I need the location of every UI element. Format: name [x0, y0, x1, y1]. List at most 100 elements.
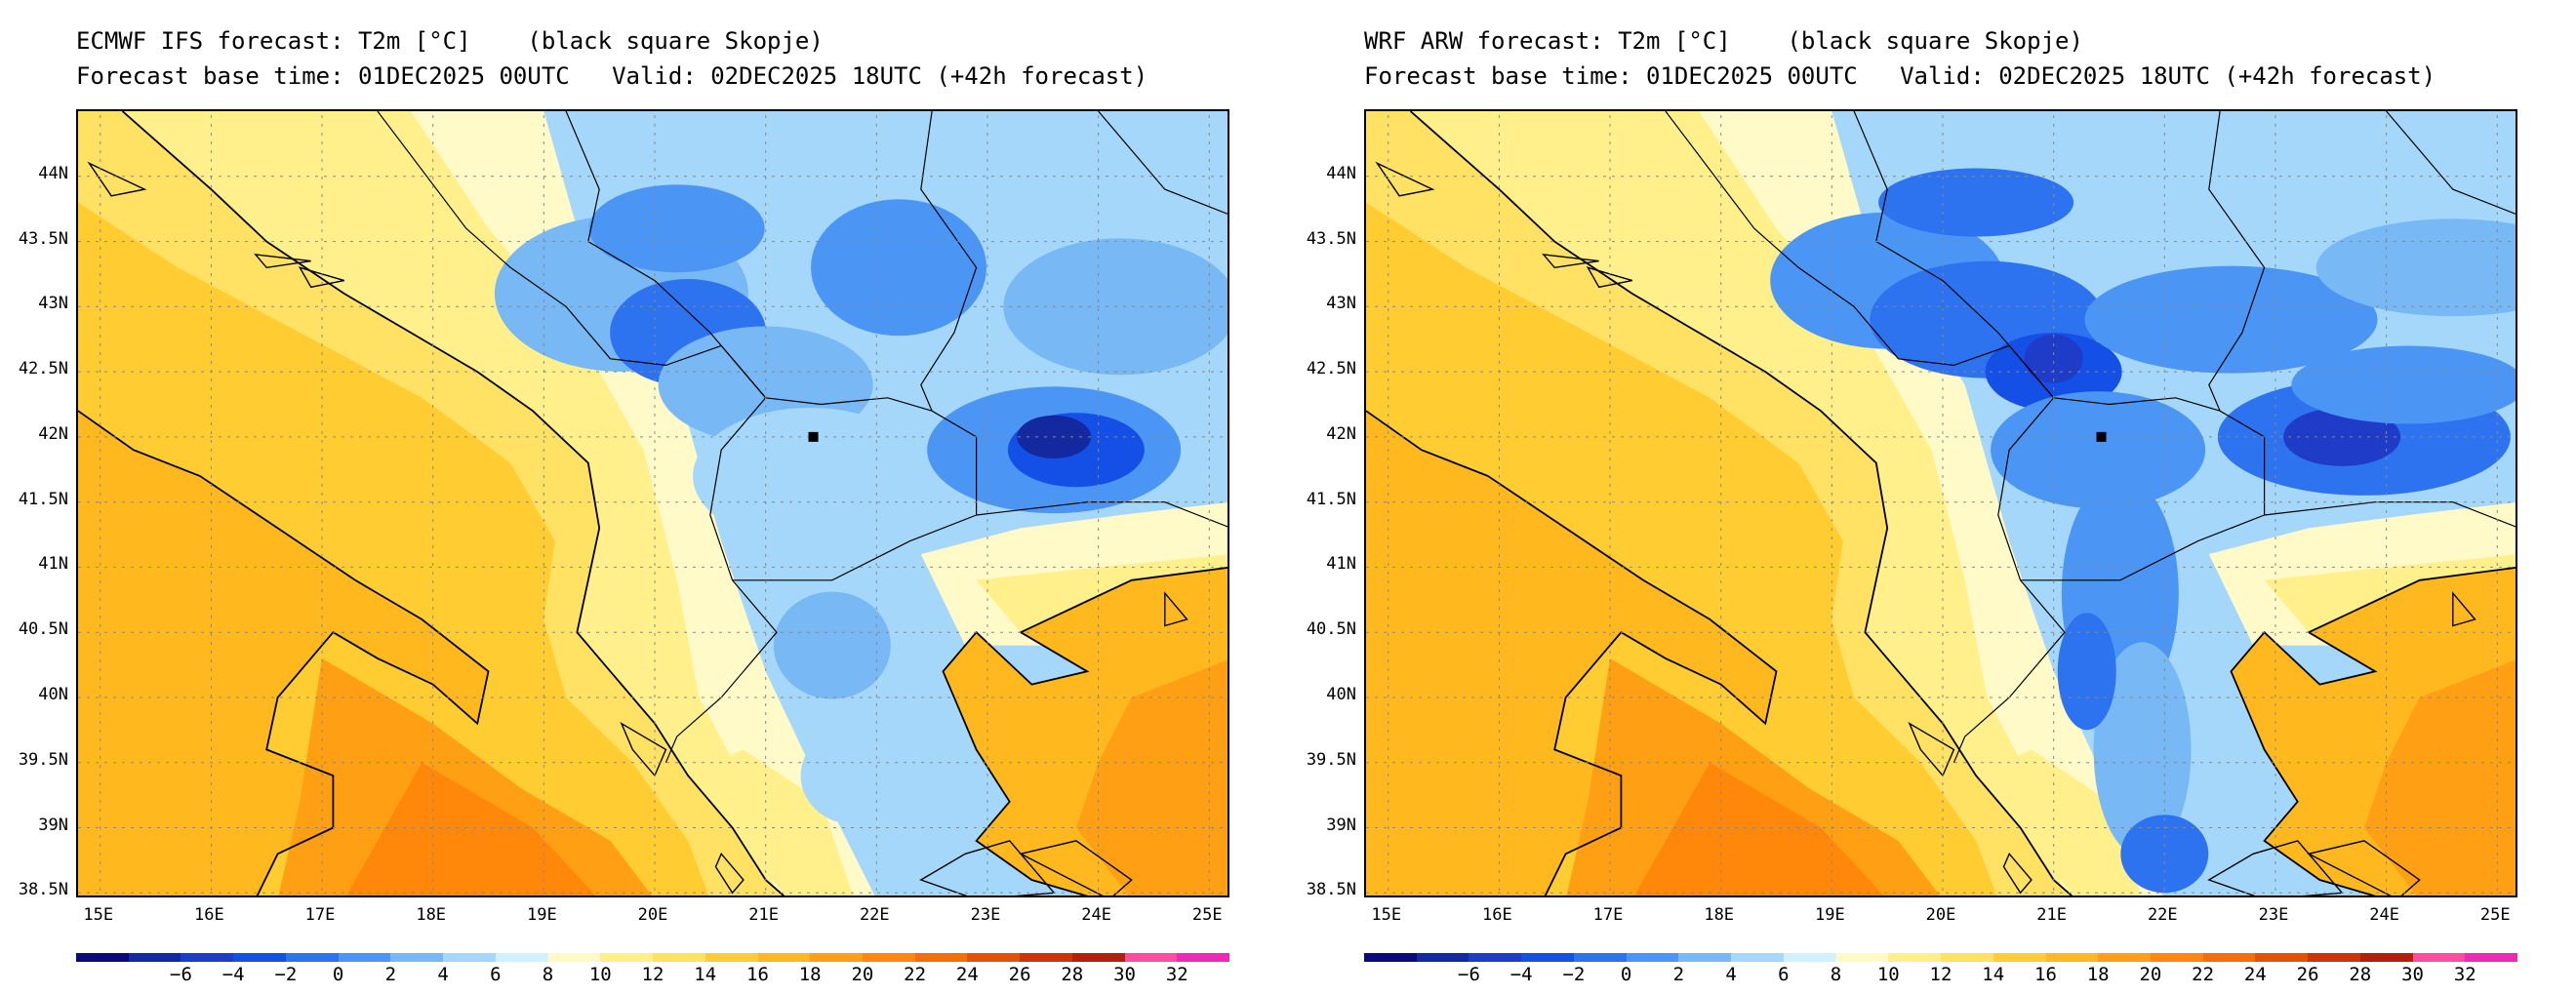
colorbar-tick-label: 8 [542, 964, 554, 985]
colorbar-tick-label: 20 [2139, 964, 2162, 985]
colorbar-swatch [2412, 953, 2466, 962]
colorbar-swatch [1678, 953, 1732, 962]
colorbar-swatch [757, 953, 811, 962]
cold-patch [2093, 642, 2192, 857]
colorbar-tick-label: 2 [1672, 964, 1685, 985]
colorbar-swatch [1020, 953, 1072, 962]
latitude-tick-label: 41N [38, 554, 68, 575]
colorbar-swatch [1573, 953, 1627, 962]
colorbar-tick-label: −2 [274, 964, 298, 985]
forecast-time-line: Forecast base time: 01DEC2025 00UTC Vali… [76, 62, 1148, 90]
colorbar-swatch [2465, 953, 2518, 962]
longitude-tick-label: 18E [416, 905, 447, 925]
colorbar-tick-label: 12 [641, 964, 664, 985]
longitude-tick-label: 18E [1704, 905, 1735, 925]
island-outline [2452, 591, 2476, 627]
island-outline [2307, 840, 2421, 896]
greece-land-band [1976, 749, 2142, 896]
latitude-tick-label: 39N [38, 815, 68, 835]
longitude-tick-label: 21E [2036, 905, 2067, 925]
colorbar-tick-label: 4 [1725, 964, 1737, 985]
island-outline [1019, 840, 1133, 896]
island-outline [254, 253, 311, 269]
colorbar-swatch [285, 953, 339, 962]
colorbar-swatch [1469, 953, 1522, 962]
island-outline [1542, 253, 1599, 269]
colorbar-swatch [2202, 953, 2256, 962]
colorbar-tick-label: 16 [2034, 964, 2057, 985]
country-border [1098, 111, 1228, 215]
colorbar-swatch [1177, 953, 1230, 962]
longitude-tick-label: 20E [1925, 905, 1956, 925]
longitude-tick-label: 15E [83, 905, 114, 925]
colorbar [76, 953, 1230, 962]
colorbar-swatch [914, 953, 968, 962]
cold-patch [2057, 613, 2116, 731]
colorbar-tick-label: 4 [437, 964, 449, 985]
colorbar-swatch [1124, 953, 1178, 962]
longitude-tick-label: 20E [637, 905, 668, 925]
colorbar-tick-label: 26 [2296, 964, 2319, 985]
colorbar-tick-label: 32 [1165, 964, 1188, 985]
colorbar-swatch [181, 953, 234, 962]
latitude-tick-label: 38.5N [1306, 880, 1356, 900]
colorbar-tick-label: 18 [798, 964, 822, 985]
temperature-field [78, 111, 1228, 896]
longitude-tick-label: 22E [2147, 905, 2178, 925]
colorbar-tick-label: 22 [904, 964, 927, 985]
country-border [565, 111, 978, 581]
colorbar-swatch [1416, 953, 1469, 962]
colorbar-tick-label: 20 [851, 964, 874, 985]
aegean-band-18-20 [1075, 659, 1228, 896]
coastline [1366, 410, 1778, 896]
latitude-tick-label: 40N [1326, 684, 1356, 704]
colorbar-tick-label: 12 [1929, 964, 1952, 985]
colorbar-swatch [2151, 953, 2203, 962]
colorbar-tick-label: −4 [221, 964, 245, 985]
latitude-tick-label: 40.5N [1306, 619, 1356, 640]
longitude-tick-label: 19E [1814, 905, 1845, 925]
cold-patch [811, 199, 987, 337]
island-outline [1164, 591, 1188, 627]
colorbar-swatch [1731, 953, 1784, 962]
colorbar-tick-label: 14 [1982, 964, 2005, 985]
colorbar-swatch [390, 953, 444, 962]
colorbar-tick-label: 28 [2349, 964, 2372, 985]
colorbar-tick-label: −6 [170, 964, 192, 985]
colorbar-swatch [1992, 953, 2046, 962]
colorbar-swatch [1941, 953, 1993, 962]
cold-patch [2291, 345, 2516, 424]
latitude-tick-label: 41N [1326, 554, 1356, 575]
colorbar-tick-label: 30 [2401, 964, 2424, 985]
latitude-tick-label: 43.5N [18, 228, 68, 249]
cold-patch [773, 591, 891, 699]
italy-band-16-18 [1366, 411, 1777, 896]
colorbar-swatch [443, 953, 496, 962]
panel-title: WRF ARW forecast: T2m [°C] (black square… [1364, 27, 2083, 55]
island-outline [2207, 840, 2344, 896]
latitude-tick-label: 44N [1326, 163, 1356, 183]
colorbar-swatch [1521, 953, 1574, 962]
colorbar-swatch [2098, 953, 2152, 962]
colorbar-tick-label: 6 [1778, 964, 1790, 985]
colorbar-tick-label: 22 [2192, 964, 2215, 985]
colorbar-swatch [547, 953, 601, 962]
colorbar-tick-label: 24 [2243, 964, 2267, 985]
greece-land-band [688, 749, 854, 896]
sea-band-18-20 [278, 657, 652, 896]
longitude-tick-label: 21E [748, 905, 779, 925]
coastline [78, 410, 490, 896]
italy-band-16-18 [78, 411, 489, 896]
coastline [1409, 111, 2073, 896]
colorbar-tick-label: 28 [1061, 964, 1084, 985]
forecast-time-line: Forecast base time: 01DEC2025 00UTC Vali… [1364, 62, 2436, 90]
colorbar-tick-label: 10 [1876, 964, 1900, 985]
colorbar-swatch [704, 953, 758, 962]
longitude-tick-label: 22E [859, 905, 890, 925]
latitude-tick-label: 43.5N [1306, 228, 1356, 249]
colorbar-swatch [2308, 953, 2360, 962]
sea-band-18-20 [1566, 657, 1940, 896]
country-border [1853, 111, 2266, 581]
colorbar-tick-label: −6 [1458, 964, 1480, 985]
longitude-tick-label: 15E [1371, 905, 1402, 925]
